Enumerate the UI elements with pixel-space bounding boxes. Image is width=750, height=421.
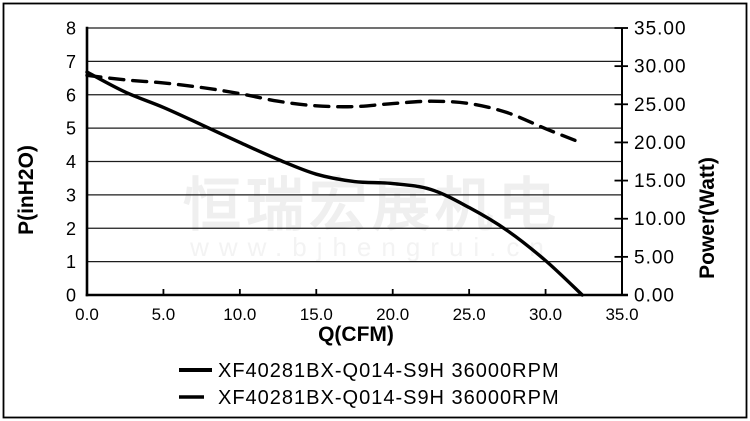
right-axis-tick-labels: 35.00 30.00 25.00 20.00 15.00 10.00 5.00 0.00 bbox=[634, 19, 687, 307]
x-axis-title: Q(CFM) bbox=[318, 323, 394, 346]
right-tick-label: 15.00 bbox=[634, 171, 687, 192]
right-tick-label: 0.00 bbox=[634, 286, 675, 307]
legend: XF40281BX-Q014-S9H 36000RPM XF40281BX-Q0… bbox=[179, 360, 560, 409]
x-tick-label: 20.0 bbox=[376, 305, 409, 324]
right-tick-label: 20.00 bbox=[634, 133, 687, 154]
x-tick-label: 10.0 bbox=[223, 305, 256, 324]
right-axis-title: Power(Watt) bbox=[696, 157, 719, 279]
right-tick-label: 10.00 bbox=[634, 209, 687, 230]
x-tick-label: 25.0 bbox=[453, 305, 486, 324]
right-tick-label: 25.00 bbox=[634, 95, 687, 116]
x-tick-label: 5.0 bbox=[152, 305, 176, 324]
left-tick-label: 0 bbox=[66, 286, 76, 306]
left-axis-tick-labels: 8 7 6 5 4 3 2 1 0 bbox=[66, 19, 76, 306]
x-tick-label: 35.0 bbox=[605, 305, 638, 324]
legend-label-pressure: XF40281BX-Q014-S9H 36000RPM bbox=[218, 360, 560, 382]
watermark-website: www.bjhengrui.cn bbox=[189, 232, 554, 262]
power-curve bbox=[85, 73, 584, 145]
left-tick-label: 8 bbox=[66, 19, 76, 39]
x-tick-label: 0.0 bbox=[75, 305, 99, 324]
x-tick-label: 15.0 bbox=[300, 305, 333, 324]
x-tick-label: 30.0 bbox=[529, 305, 562, 324]
left-tick-label: 1 bbox=[66, 252, 76, 272]
left-tick-label: 4 bbox=[66, 152, 76, 172]
x-axis-tick-labels: 0.0 5.0 10.0 15.0 20.0 25.0 30.0 35.0 bbox=[75, 305, 638, 324]
right-tick-label: 35.00 bbox=[634, 19, 687, 40]
left-tick-label: 2 bbox=[66, 219, 76, 239]
left-tick-label: 7 bbox=[66, 52, 76, 72]
right-tick-label: 5.00 bbox=[634, 247, 675, 268]
left-axis-title: P(inH2O) bbox=[15, 145, 38, 235]
pressure-curve bbox=[85, 70, 584, 297]
right-tick-label: 30.00 bbox=[634, 57, 687, 78]
legend-label-power: XF40281BX-Q014-S9H 36000RPM bbox=[218, 387, 560, 409]
left-tick-label: 3 bbox=[66, 185, 76, 205]
left-tick-label: 5 bbox=[66, 119, 76, 139]
left-tick-label: 6 bbox=[66, 85, 76, 105]
